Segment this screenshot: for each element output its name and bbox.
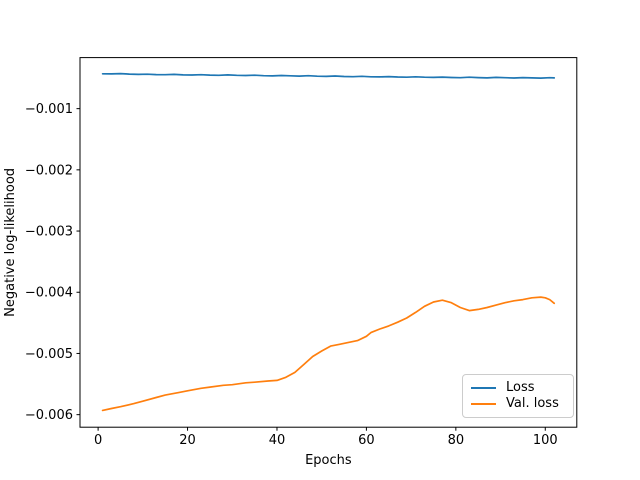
y-axis-label: Negative log-likelihood [3, 168, 18, 317]
x-tick-label: 40 [269, 433, 286, 448]
x-tick-label: 100 [533, 433, 558, 448]
x-tick-label: 80 [448, 433, 465, 448]
y-tick-label: −0.001 [25, 102, 73, 117]
series-loss [101, 72, 556, 79]
y-tick-label: −0.002 [25, 163, 73, 178]
loss-line-sample [471, 387, 496, 389]
legend-label-val-loss: Val. loss [506, 396, 559, 411]
x-tick-label: 0 [94, 433, 102, 448]
legend-item-loss: Loss [471, 380, 565, 396]
series-val-loss [101, 296, 556, 412]
y-tick-label: −0.005 [25, 347, 73, 362]
x-axis: 0 20 40 60 80 100 [94, 427, 558, 448]
x-tick-label: 20 [179, 433, 196, 448]
val-loss-line-sample [471, 403, 496, 405]
legend-item-val-loss: Val. loss [471, 396, 565, 412]
plot-frame [79, 57, 578, 428]
x-axis-label: Epochs [305, 453, 352, 468]
legend: Loss Val. loss [462, 374, 574, 418]
x-tick-label: 60 [358, 433, 375, 448]
legend-label-loss: Loss [506, 380, 535, 395]
y-tick-label: −0.004 [25, 286, 73, 301]
y-tick-label: −0.003 [25, 225, 73, 240]
y-tick-label: −0.006 [25, 408, 73, 423]
y-axis: −0.001 −0.002 −0.003 −0.004 −0.005 −0.006 [25, 102, 80, 423]
